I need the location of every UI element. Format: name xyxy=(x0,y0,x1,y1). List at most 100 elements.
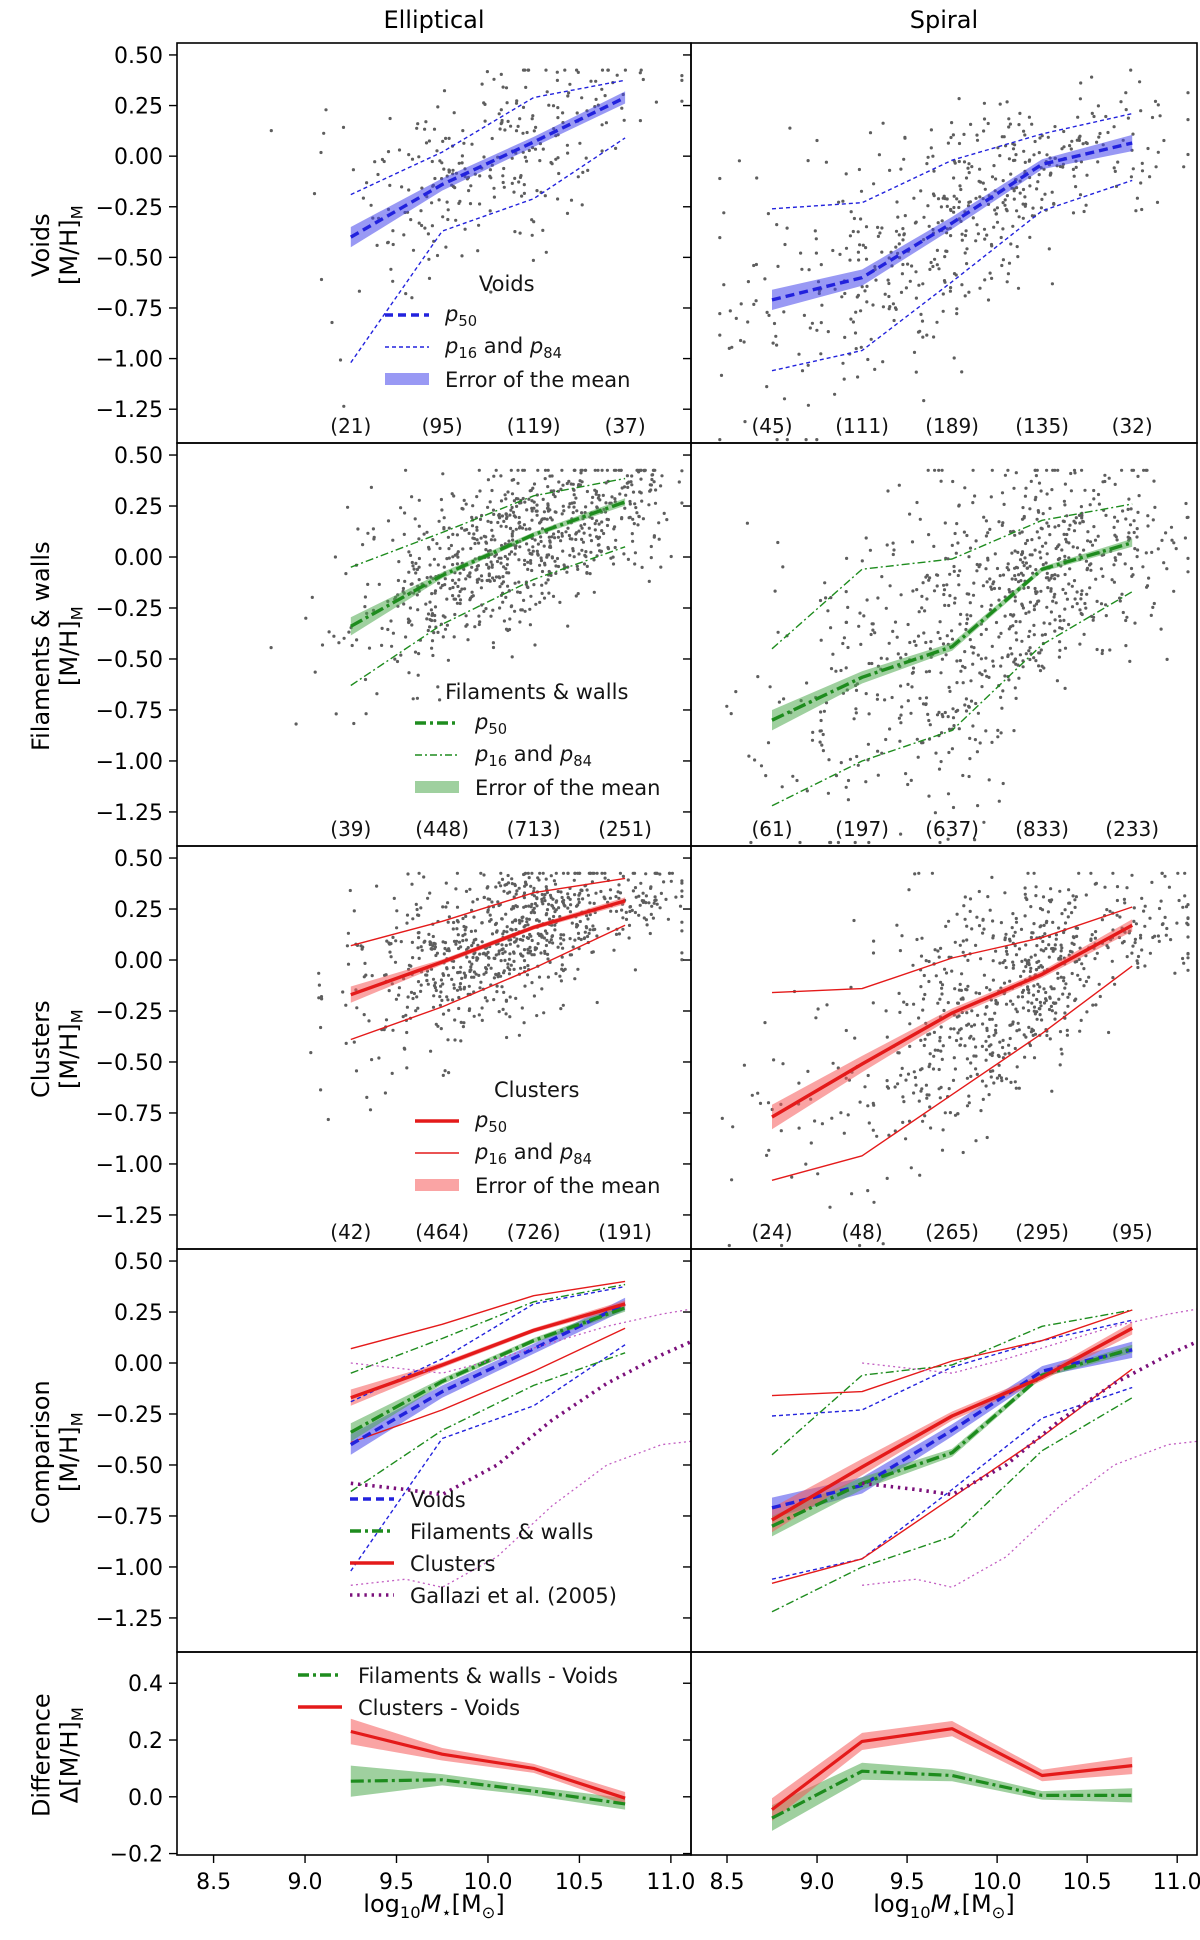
panel-filaments-walls-spiral: (61) (197) (637) (833) (233) xyxy=(683,442,1198,847)
y-tick-label: −0.50 xyxy=(96,246,163,271)
filaments-p84-line xyxy=(350,1283,626,1374)
legend-label: Voids xyxy=(410,1488,466,1512)
y-tick-label: −0.25 xyxy=(96,1403,163,1428)
filaments-p84-line xyxy=(771,503,1133,650)
y-tick-label: 0.0 xyxy=(128,1786,163,1811)
clusters-p50-line xyxy=(771,923,1134,1119)
filaments-minus-voids-line xyxy=(771,1769,1133,1820)
y-tick-label: 0.25 xyxy=(114,1301,163,1326)
clusters-p16-line xyxy=(771,1368,1133,1584)
filaments-p16-line xyxy=(771,1397,1133,1613)
voids-error-band xyxy=(350,91,626,248)
panel-content xyxy=(350,1718,626,1810)
gallazi-p84-line xyxy=(862,1308,1197,1374)
x-tick-label: 10.0 xyxy=(973,1870,1022,1895)
bin-counts: (45) (111) (189) (135) (32) xyxy=(751,414,1152,438)
voids-p16-line xyxy=(350,137,626,363)
filaments-p16-line xyxy=(771,591,1133,807)
filaments-p16-line xyxy=(350,1352,626,1493)
x-tick-label: 10.5 xyxy=(1063,1870,1112,1895)
clusters-minus-voids-line xyxy=(771,1727,1133,1811)
y-tick-label: 0.50 xyxy=(114,847,163,872)
legend-item: Filaments & walls xyxy=(348,1516,617,1548)
legend-item: Filaments & walls - Voids xyxy=(296,1660,618,1692)
bin-count: (464) xyxy=(415,1220,469,1244)
filaments-p50-swatch xyxy=(348,1520,396,1544)
filaments-error-band xyxy=(772,1344,1133,1537)
voids-p50-line xyxy=(771,1348,1133,1510)
panel-content xyxy=(725,468,1190,845)
panel-content xyxy=(720,871,1190,1248)
legend-voids: Voids p50 p16 and p84 Error of the mean xyxy=(383,268,630,396)
voids-p84-line xyxy=(771,1319,1133,1417)
legend-difference: Filaments & walls - Voids Clusters - Void… xyxy=(296,1660,618,1724)
clusters-p50-swatch xyxy=(348,1552,396,1576)
y-tick-label: −0.75 xyxy=(96,297,163,322)
y-tick-label: −1.25 xyxy=(96,1607,163,1632)
y-tick-label: 0.50 xyxy=(114,44,163,69)
legend-item: p50 xyxy=(383,300,630,332)
voids-p50-swatch xyxy=(383,304,431,328)
panel-content xyxy=(349,1280,691,1588)
y-tick-label: 0.25 xyxy=(114,495,163,520)
legend-filaments-walls: Filaments & walls p50 p16 and p84 Error of … xyxy=(413,676,660,804)
row-name: Comparison xyxy=(26,1380,55,1525)
clusters-p84-line xyxy=(771,1309,1133,1397)
clusters-band-swatch xyxy=(413,1174,461,1198)
bin-count: (448) xyxy=(415,817,469,841)
bin-count: (191) xyxy=(598,1220,652,1244)
row-name: Filaments & walls xyxy=(26,541,55,751)
gallazi-p84-line xyxy=(350,1308,691,1374)
bin-count: (45) xyxy=(751,414,792,438)
bin-count: (24) xyxy=(751,1220,792,1244)
y-tick-label: −0.50 xyxy=(96,1051,163,1076)
legend-label: p16 and p84 xyxy=(445,333,562,363)
voids-p50-line xyxy=(349,95,626,239)
bin-count: (95) xyxy=(1112,1220,1153,1244)
y-tick-label: 0.00 xyxy=(114,949,163,974)
y-tick-label: 0.50 xyxy=(114,1250,163,1275)
row-label-difference: Difference Δ[M/H]M xyxy=(27,1654,87,1857)
filaments-minus-voids-band xyxy=(350,1765,626,1810)
row-label-comparison: Comparison [M/H]M xyxy=(27,1252,87,1652)
legend-label: Clusters xyxy=(410,1552,496,1576)
legend-item: p16 and p84 xyxy=(413,740,660,772)
y-tick-label: −0.50 xyxy=(96,1454,163,1479)
clusters-perc-swatch xyxy=(413,1142,461,1166)
y-tick-label: −0.75 xyxy=(96,1505,163,1530)
bin-count: (119) xyxy=(507,414,561,438)
clusters-p16-line xyxy=(350,924,626,1041)
clusters-p84-line xyxy=(771,906,1133,994)
x-axis-label-elliptical: log10M⋆[M⊙] xyxy=(363,1890,505,1922)
filaments-band-swatch xyxy=(413,776,461,800)
voids-p16-line xyxy=(771,1386,1133,1580)
clusters-p50-line xyxy=(350,1302,626,1400)
clusters-p50-swatch xyxy=(296,1696,344,1720)
filaments-p50-line xyxy=(771,1347,1133,1528)
bin-count: (295) xyxy=(1015,1220,1069,1244)
bin-count: (21) xyxy=(330,414,371,438)
panel-border xyxy=(690,845,1198,1250)
voids-p50-line xyxy=(771,141,1133,302)
panel-content xyxy=(269,68,684,408)
scatter-points xyxy=(725,468,1190,845)
bin-counts: (61) (197) (637) (833) (233) xyxy=(751,817,1159,841)
filaments-p50-swatch xyxy=(413,712,461,736)
filaments-p50-line xyxy=(771,541,1133,722)
row-name: Difference xyxy=(27,1693,56,1818)
clusters-p16-line xyxy=(350,1327,626,1444)
row-units: Δ[M/H]M xyxy=(55,1707,88,1804)
voids-p50-swatch xyxy=(348,1488,396,1512)
row-units: [M/H]M xyxy=(55,1009,87,1089)
panel-voids-elliptical: (21) (95) (119) (37) 0.50 0.25 0.00 −0.25 −0.50 −… xyxy=(96,42,692,444)
voids-p16-line xyxy=(350,1344,626,1572)
y-tick-label: −0.25 xyxy=(96,196,163,221)
legend-item: Error of the mean xyxy=(383,364,630,396)
bin-counts: (24) (48) (265) (295) (95) xyxy=(751,1220,1152,1244)
column-title-spiral: Spiral xyxy=(909,6,979,34)
bin-counts: (42) (464) (726) (191) xyxy=(330,1220,652,1244)
panel-comparison-elliptical: 0.50 0.25 0.00 −0.25 −0.50 −0.75 −1.00 −1.25 xyxy=(96,1248,692,1653)
row-label-clusters: Clusters [M/H]M xyxy=(27,849,87,1249)
panel-border xyxy=(690,1248,1198,1653)
